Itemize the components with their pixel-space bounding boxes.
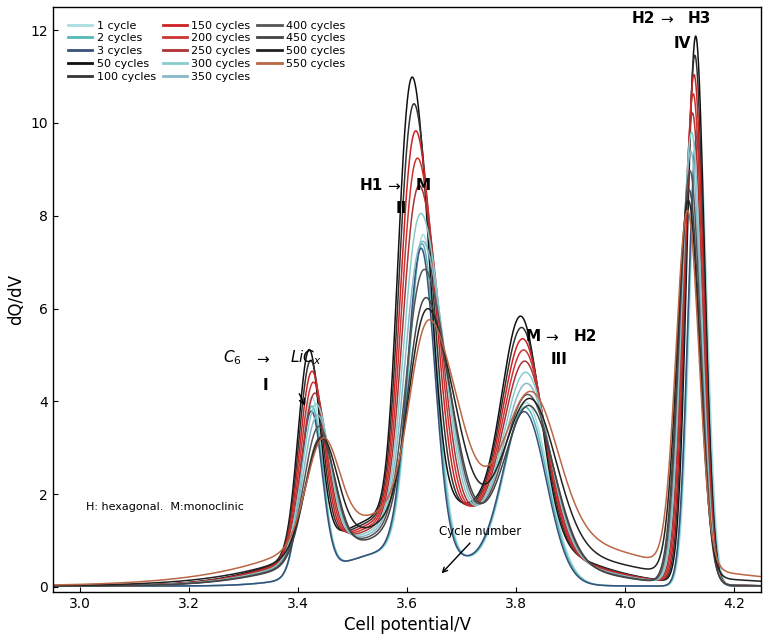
Text: M: M [415,178,430,193]
Text: H2: H2 [573,329,597,344]
Text: $\rightarrow$: $\rightarrow$ [657,11,674,26]
X-axis label: Cell potential/V: Cell potential/V [343,616,471,634]
Text: IV: IV [674,36,690,51]
Text: $LiC_x$: $LiC_x$ [290,348,322,367]
Text: $\rightarrow$: $\rightarrow$ [386,178,402,193]
Text: $\rightarrow$: $\rightarrow$ [543,329,560,344]
Text: H: hexagonal.  M:monoclinic: H: hexagonal. M:monoclinic [86,503,243,512]
Text: Cycle number: Cycle number [439,525,521,572]
Text: II: II [396,201,407,217]
Text: M: M [525,329,541,344]
Text: $C_6$: $C_6$ [223,348,242,367]
Text: $\rightarrow$: $\rightarrow$ [254,351,271,367]
Text: H3: H3 [687,11,711,26]
Text: H1: H1 [359,178,382,193]
Text: H2: H2 [631,11,655,26]
Y-axis label: dQ/dV: dQ/dV [7,274,25,325]
Text: I: I [263,378,268,393]
Text: III: III [551,353,568,367]
Legend: 1 cycle, 2 cycles, 3 cycles, 50 cycles, 100 cycles, 150 cycles, 200 cycles, 250 : 1 cycle, 2 cycles, 3 cycles, 50 cycles, … [65,19,348,84]
